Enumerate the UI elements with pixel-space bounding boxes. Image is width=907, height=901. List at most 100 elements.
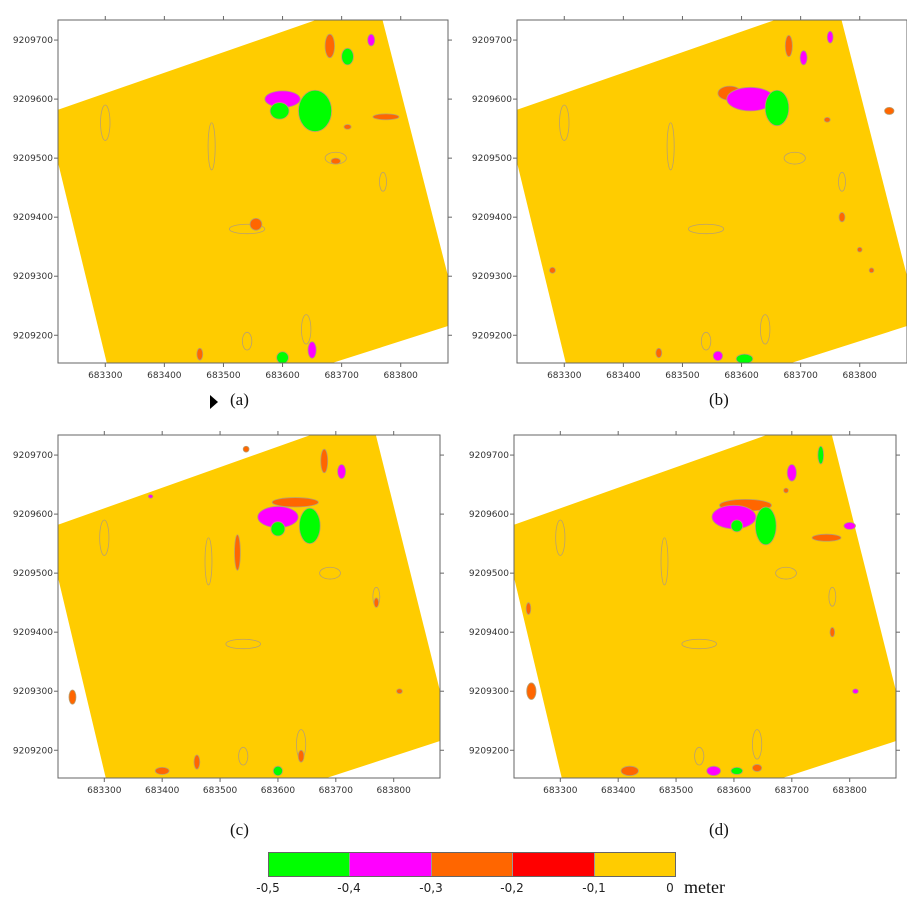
y-tick-label: 9209500 (13, 569, 53, 579)
anomaly-green (298, 507, 321, 545)
anomaly-orange (196, 347, 204, 361)
anomaly-green (276, 351, 289, 363)
x-tick-label: 683300 (547, 371, 582, 381)
contour-line (559, 104, 570, 141)
survey-area (58, 20, 448, 363)
contour-line (783, 151, 806, 165)
anomaly-magenta (712, 350, 724, 362)
x-tick-label: 683700 (775, 786, 810, 796)
anomaly-green (764, 89, 790, 127)
anomaly-orange (193, 754, 201, 770)
legend-label: -0,1 (582, 881, 606, 895)
x-tick-label: 683500 (203, 786, 238, 796)
anomaly-orange (856, 246, 863, 253)
y-tick-label: 9209600 (13, 95, 53, 105)
survey-area (514, 435, 896, 778)
y-tick-label: 9209600 (13, 510, 53, 520)
contour-line (687, 223, 725, 235)
anomaly-orange (320, 448, 329, 474)
x-tick-label: 683700 (324, 371, 359, 381)
anomaly-green (735, 353, 754, 363)
anomaly-magenta (843, 521, 856, 530)
x-tick-label: 683300 (88, 371, 123, 381)
contour-line (828, 586, 837, 607)
legend-swatch (350, 853, 432, 876)
y-tick-label: 9209700 (13, 36, 53, 46)
anomaly-orange (68, 689, 77, 705)
anomaly-magenta (307, 341, 317, 359)
x-tick-label: 683800 (377, 786, 412, 796)
contour-line (694, 746, 705, 766)
anomaly-orange (525, 602, 532, 615)
anomaly-magenta (337, 464, 347, 480)
y-tick-label: 9209500 (472, 154, 512, 164)
survey-area (58, 435, 440, 778)
y-tick-label: 9209400 (13, 628, 53, 638)
anomaly-orange (373, 597, 380, 608)
x-tick-label: 683700 (319, 786, 354, 796)
anomaly-orange (330, 157, 341, 165)
contour-line (760, 314, 771, 345)
anomaly-green (270, 521, 286, 537)
anomaly-green (272, 765, 283, 777)
anomaly-green (817, 445, 825, 465)
anomaly-orange (655, 347, 663, 359)
caption-d: (d) (709, 820, 729, 839)
y-tick-label: 9209300 (13, 687, 53, 697)
plot-frame (516, 19, 907, 364)
legend-swatch (594, 853, 676, 876)
x-tick-label: 683600 (261, 786, 296, 796)
y-tick-label: 9209300 (469, 687, 509, 697)
y-tick-label: 9209200 (469, 746, 509, 756)
y-tick-label: 9209400 (13, 213, 53, 223)
anomaly-orange (372, 113, 400, 121)
anomaly-orange (549, 266, 556, 274)
x-tick-label: 683500 (665, 371, 700, 381)
legend-label: -0,3 (419, 881, 443, 895)
anomaly-orange (620, 765, 639, 777)
anomaly-orange (838, 212, 846, 223)
x-tick-label: 683400 (606, 371, 641, 381)
x-tick-label: 683500 (206, 371, 241, 381)
anomaly-orange (343, 124, 352, 130)
anomaly-orange (823, 117, 831, 123)
legend-swatch (513, 853, 595, 876)
contour-line (238, 746, 249, 766)
y-tick-label: 9209200 (13, 746, 53, 756)
contour-line (666, 122, 675, 171)
y-tick-label: 9209500 (469, 569, 509, 579)
x-tick-label: 683500 (659, 786, 694, 796)
caption-c: (c) (230, 820, 249, 839)
legend-label: -0,2 (500, 881, 524, 895)
contour-line (100, 104, 111, 141)
legend-label: -0,5 (256, 881, 280, 895)
x-tick-label: 683400 (147, 371, 182, 381)
contour-line (207, 122, 216, 171)
anomaly-orange (297, 749, 305, 763)
anomaly-orange (396, 688, 403, 694)
anomaly-magenta (852, 688, 859, 694)
x-tick-label: 683600 (724, 371, 759, 381)
x-tick-label: 683400 (601, 786, 636, 796)
anomaly-magenta (799, 50, 808, 66)
y-tick-label: 9209200 (13, 331, 53, 341)
y-tick-label: 9209500 (13, 154, 53, 164)
anomaly-orange (884, 106, 895, 115)
y-tick-label: 9209300 (13, 272, 53, 282)
legend-swatch (269, 853, 351, 876)
contour-line (241, 331, 253, 351)
anomaly-magenta (367, 33, 376, 47)
contour-line (660, 537, 669, 586)
y-tick-label: 9209700 (469, 451, 509, 461)
legend-label: -0,4 (337, 881, 361, 895)
contour-line (752, 729, 763, 760)
color-legend (268, 852, 676, 877)
y-tick-label: 9209300 (472, 272, 512, 282)
anomaly-orange (784, 34, 793, 58)
contour-line (838, 171, 846, 192)
anomaly-green (730, 766, 744, 775)
anomaly-orange (811, 533, 842, 542)
caption-b: (b) (709, 390, 729, 409)
y-tick-label: 9209700 (472, 36, 512, 46)
